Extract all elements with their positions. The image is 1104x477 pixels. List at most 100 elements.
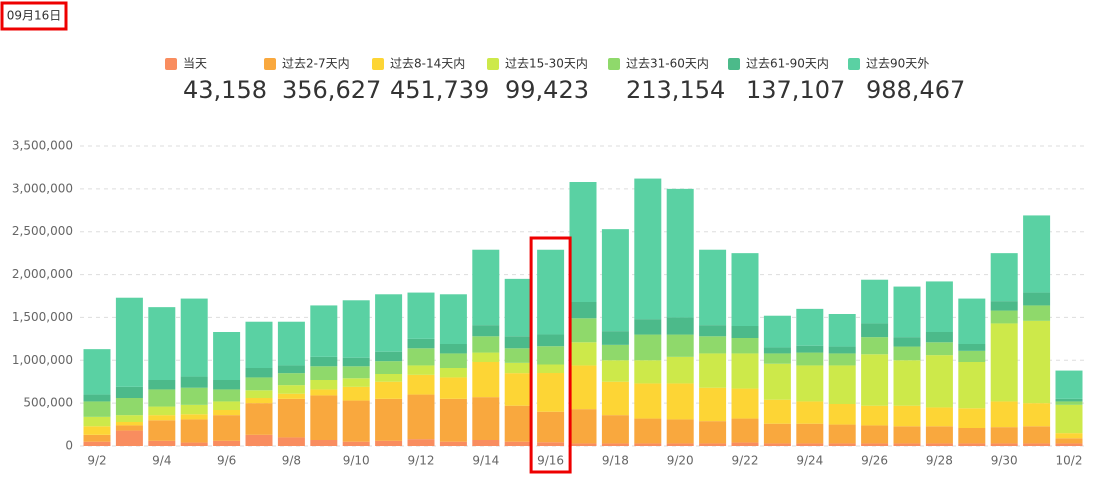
bar-segment [1023,320,1051,404]
bar-segment [731,338,759,354]
bar-segment [439,353,467,368]
legend-swatch [264,58,276,70]
bar-segment [828,365,856,404]
bar-segment [893,346,921,361]
bar-segment [245,403,273,435]
bar-segment [407,365,435,375]
bar-segment [472,440,500,446]
y-tick-label: 0 [65,439,73,453]
bar-segment [1023,426,1051,444]
bar-segment [1023,292,1051,306]
bar-segment [439,377,467,399]
bar-segment [213,380,241,390]
x-tick-label: 9/24 [796,454,823,468]
bar-segment [569,443,597,446]
bar-segment [958,298,986,344]
x-tick-label: 9/30 [991,454,1018,468]
bar-segment [115,415,143,422]
bar-segment [407,348,435,366]
bar-segment [504,278,532,337]
bar-segment [763,347,791,354]
bar-segment [439,368,467,378]
bar-segment [861,354,889,406]
x-tick-label: 9/6 [217,454,236,468]
bar-segment [180,376,208,388]
bar-segment [115,422,143,426]
bar-segment [245,390,273,398]
bar-segment [958,408,986,428]
bar-segment [893,443,921,446]
bar-segment [1055,370,1083,399]
bar-segment [666,334,694,357]
bar-segment [731,253,759,326]
bar-segment [731,326,759,338]
bar-segment [990,323,1018,402]
bar-segment [666,356,694,384]
bar-segment [375,351,403,362]
bar-segment [893,426,921,444]
legend-label: 过去90天外 [866,57,929,71]
bar-segment [342,378,370,387]
bar-segment [1023,215,1051,293]
legend-swatch [165,58,177,70]
bar-segment [245,434,273,446]
bar-segment [310,389,338,396]
bar-segment [634,319,662,335]
bar-segment [213,440,241,446]
bar-segment [504,441,532,446]
bar-segment [601,381,629,416]
bar-segment [180,404,208,415]
x-tick-label: 9/4 [152,454,171,468]
bar-segment [115,297,143,387]
bar-segment [828,443,856,446]
bar-segment [148,307,176,380]
bar-segment [504,336,532,349]
legend-label: 过去15-30天内 [505,57,588,71]
bar-segment [828,404,856,425]
bar-segment [601,360,629,382]
bar-segment [180,442,208,446]
legend-swatch [848,58,860,70]
bar-segment [990,443,1018,446]
bar-segment [1055,438,1083,444]
bar-segment [666,443,694,446]
bar-segment [893,286,921,338]
bar-segment [990,401,1018,428]
bar-segment [861,323,889,338]
bar-segment [472,325,500,337]
bar-segment [277,373,305,386]
x-tick-label: 9/20 [667,454,694,468]
bar-segment [763,443,791,446]
x-tick-label: 9/26 [861,454,888,468]
bar-segment [375,381,403,399]
bar-segment [537,346,565,365]
bar-segment [1055,433,1083,439]
bar-segment [634,443,662,446]
bar-segment [1023,305,1051,321]
bar-segment [407,439,435,446]
bar-segment [375,440,403,446]
bar-segment [245,368,273,378]
legend-label: 过去61-90天内 [746,57,829,71]
bar-segment [277,321,305,366]
bar-segment [277,365,305,374]
bar-segment [990,253,1018,302]
bar-segment [83,401,111,417]
bar-segment [213,415,241,441]
bar-segment [342,400,370,442]
bar-segment [569,318,597,343]
bar-segment [115,425,143,431]
bar-segment [537,411,565,443]
bar-segment [958,443,986,446]
bar-segment [796,401,824,424]
legend-total: 988,467 [866,76,965,104]
legend-total: 356,627 [282,76,381,104]
legend-total: 137,107 [746,76,845,104]
bar-segment [504,405,532,442]
bar-segment [763,399,791,424]
bar-segment [731,418,759,443]
bar-segment [958,362,986,409]
bar-segment [925,342,953,356]
bar-segment [1055,398,1083,402]
bar-segment [601,331,629,345]
